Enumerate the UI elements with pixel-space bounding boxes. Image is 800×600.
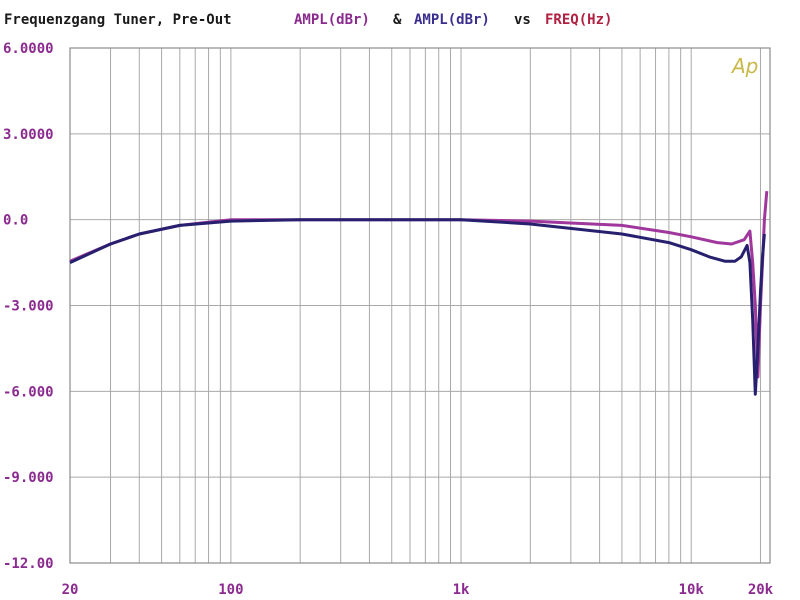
y-tick-label: 0.0	[3, 213, 28, 229]
y-tick-label: 6.0000	[3, 41, 54, 57]
title-ampersand: &	[393, 12, 402, 28]
grid-lines	[69, 47, 770, 564]
title-ampl1-label: AMPL(dBr)	[294, 12, 370, 28]
series-layer	[69, 190, 769, 396]
x-tick-labels: 20 100 1k 10k 20k	[62, 582, 774, 598]
title-ampl2-label: AMPL(dBr)	[414, 12, 490, 28]
title-freq-label: FREQ(Hz)	[545, 12, 612, 28]
y-tick-label: 3.0000	[3, 127, 54, 143]
ap-logo: Ap	[730, 54, 758, 78]
plot-frame	[69, 47, 771, 564]
y-tick-label: -6.000	[3, 384, 54, 400]
y-tick-label: -3.000	[3, 299, 54, 315]
title-vs: vs	[514, 12, 531, 28]
y-tick-label: -12.00	[3, 556, 54, 572]
x-tick-label: 20k	[748, 582, 774, 598]
series-line-2	[69, 218, 766, 396]
x-tick-label: 10k	[679, 582, 705, 598]
y-tick-labels: 6.0000 3.0000 0.0 -3.000 -6.000 -9.000 -12.00	[3, 41, 54, 572]
x-tick-label: 100	[218, 582, 243, 598]
x-tick-label: 20	[62, 582, 79, 598]
chart-title: Frequenzgang Tuner, Pre-Out	[4, 12, 232, 28]
x-tick-label: 1k	[453, 582, 470, 598]
y-tick-label: -9.000	[3, 470, 54, 486]
